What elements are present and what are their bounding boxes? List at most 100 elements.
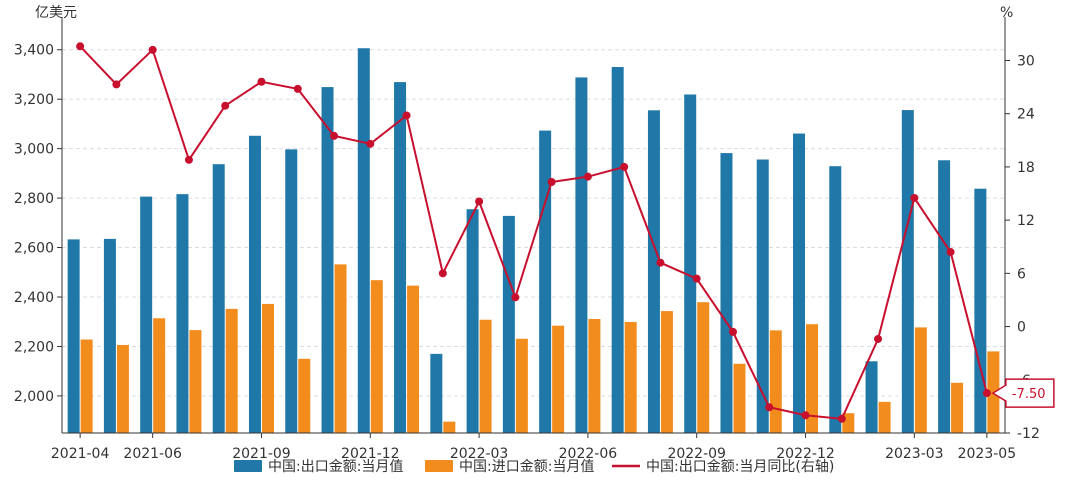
import-bar [189, 330, 202, 433]
import-bar [733, 363, 746, 433]
yoy-point [874, 334, 883, 343]
export-bar [793, 133, 806, 433]
import-bar [624, 321, 637, 433]
export-bar [285, 149, 298, 434]
right-axis-tick-label: 12 [1017, 213, 1035, 229]
yoy-point [765, 403, 774, 412]
import-bar [334, 264, 347, 433]
yoy-point [76, 42, 85, 51]
x-axis-tick-label: 2021-12 [341, 446, 400, 462]
left-axis-tick-label: 2,600 [14, 241, 54, 257]
yoy-point [221, 101, 230, 110]
import-bar [806, 324, 819, 433]
import-bar [80, 339, 93, 433]
legend-label: 中国:进口金额:当月值 [459, 459, 594, 475]
import-bar [298, 358, 311, 433]
left-axis-tick-label: 2,800 [14, 191, 54, 207]
export-bar [394, 82, 407, 434]
yoy-point [583, 172, 592, 181]
legend-label: 中国:出口金额:当月同比(右轴) [646, 459, 834, 475]
yoy-point [112, 80, 121, 89]
yoy-point [293, 84, 302, 93]
right-axis-tick-label: -12 [1017, 426, 1040, 442]
legend-swatch [234, 460, 262, 472]
yoy-line [79, 45, 988, 420]
yoy-point [184, 155, 193, 164]
import-bar [515, 338, 528, 433]
gridlines [62, 49, 1005, 397]
x-axis-tick-label: 2022-09 [667, 446, 726, 462]
import-bar [914, 327, 927, 433]
left-axis-tick-label: 3,000 [14, 142, 54, 158]
export-bar [575, 77, 588, 434]
import-bar [443, 421, 456, 433]
import-bar [951, 382, 964, 433]
right-axis-tick-label: 0 [1017, 320, 1026, 336]
x-axis-tick-label: 2022-03 [450, 446, 509, 462]
import-bar [116, 344, 129, 433]
export-bar [430, 353, 443, 433]
legend-label: 中国:出口金额:当月值 [268, 459, 403, 475]
bar-series [67, 48, 1000, 434]
yoy-point [475, 197, 484, 206]
right-axis-tick-label: 18 [1017, 160, 1035, 176]
export-bar [901, 110, 914, 433]
export-bar [539, 130, 552, 433]
yoy-point [982, 389, 991, 398]
yoy-point [402, 111, 411, 120]
yoy-point [511, 293, 520, 302]
left-axis-tick-label: 2,000 [14, 389, 54, 405]
right-axis-unit: % [1000, 5, 1013, 21]
yoy-point [148, 45, 157, 54]
export-bar [357, 48, 370, 433]
export-bar [502, 215, 515, 433]
import-bar [261, 303, 274, 433]
left-axis-tick-label: 3,400 [14, 43, 54, 59]
export-bar [611, 67, 624, 433]
right-axis-tick-label: 6 [1017, 266, 1026, 282]
export-bar [212, 164, 225, 433]
export-bar [67, 239, 80, 433]
export-bar [829, 166, 842, 433]
yoy-point [692, 274, 701, 283]
import-bar [769, 330, 782, 433]
export-bar [756, 159, 769, 433]
yoy-point [728, 327, 737, 336]
left-axis-tick-label: 2,400 [14, 290, 54, 306]
export-bar [321, 87, 334, 433]
export-bar [140, 196, 153, 433]
left-axis-tick-label: 2,200 [14, 339, 54, 355]
export-bar [720, 153, 733, 433]
import-bar [697, 302, 710, 433]
export-bar [684, 94, 697, 433]
yoy-point [910, 193, 919, 202]
yoy-point [946, 248, 955, 257]
import-bar [660, 311, 673, 433]
right-axis-tick-label: 30 [1017, 53, 1035, 69]
legend-swatch [425, 460, 453, 472]
import-bar [370, 280, 383, 433]
x-axis-tick-label: 2022-12 [776, 446, 835, 462]
import-bar [479, 319, 492, 433]
axes: 2,000 2,200 2,400 2,600 2,800 3,000 3,200 3,400… [14, 17, 1040, 462]
yoy-point [366, 139, 375, 148]
import-bar [153, 318, 166, 433]
import-bar [552, 325, 565, 433]
export-bar [865, 361, 878, 433]
left-axis-unit: 亿美元 [35, 5, 77, 21]
yoy-point [837, 414, 846, 423]
export-bar [248, 135, 261, 433]
line-series [76, 42, 991, 423]
yoy-point [547, 177, 556, 186]
export-bar [938, 160, 951, 433]
left-axis-tick-label: 3,200 [14, 92, 54, 108]
yoy-point [330, 131, 339, 140]
import-bar [225, 308, 238, 433]
x-axis-tick-label: 2021-09 [232, 446, 291, 462]
callout-value-label: -7.50 [1012, 387, 1046, 402]
export-bar [466, 209, 479, 433]
x-axis-tick-label: 2023-05 [958, 446, 1017, 462]
yoy-point [656, 258, 665, 267]
right-axis-tick-label: 24 [1017, 107, 1035, 123]
x-axis-tick-label: 2023-03 [885, 446, 944, 462]
